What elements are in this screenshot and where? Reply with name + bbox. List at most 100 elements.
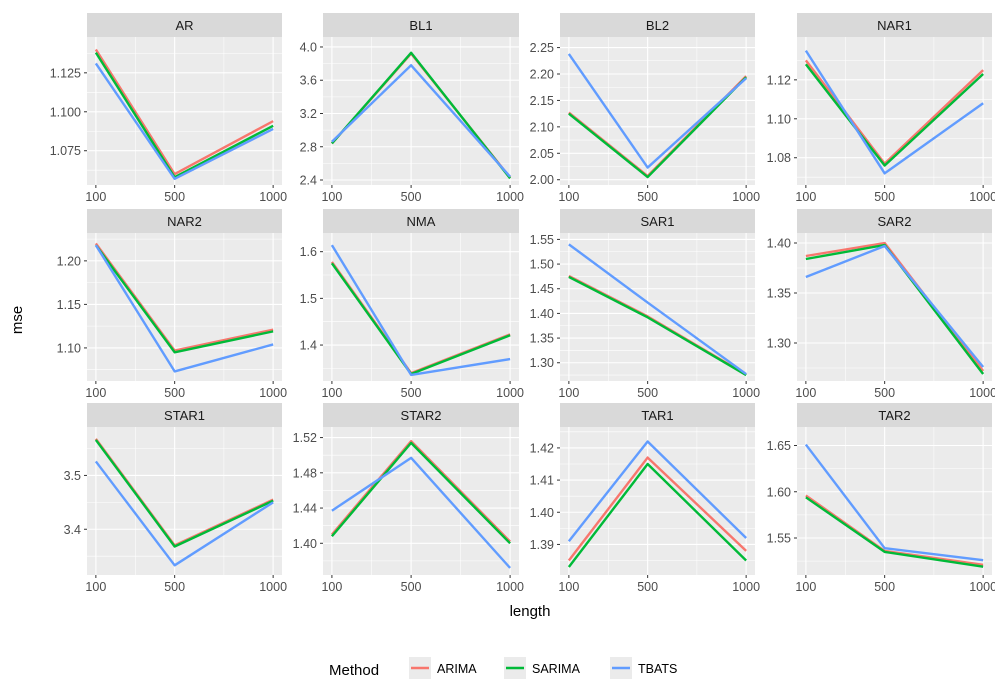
x-tick-label: 1000 <box>496 386 524 400</box>
x-tick-label: 1000 <box>259 580 287 594</box>
y-tick-label: 1.10 <box>57 341 81 355</box>
facet-strip-label: NAR2 <box>167 214 202 229</box>
panel-star2: STAR2 1.40 1.44 1.48 1.52 100 500 1000 <box>293 403 524 594</box>
panel-tar2: TAR2 1.55 1.60 1.65 100 500 1000 <box>767 403 995 594</box>
facet-strip <box>560 403 755 427</box>
facet-strip-label: BL2 <box>646 18 669 33</box>
y-tick-label: 1.10 <box>767 112 791 126</box>
panel-background <box>797 37 992 185</box>
series-line-tbats <box>94 62 274 180</box>
panel-background <box>323 233 519 381</box>
facet-strip <box>323 403 519 427</box>
x-tick-label: 500 <box>637 386 658 400</box>
y-tick-label: 1.60 <box>767 485 791 499</box>
facet-strip-label: STAR2 <box>401 408 442 423</box>
x-tick-label: 100 <box>558 386 579 400</box>
facet-strip-label: STAR1 <box>164 408 205 423</box>
x-tick-label: 1000 <box>732 580 760 594</box>
y-tick-label: 1.45 <box>530 282 554 296</box>
y-tick-label: 2.8 <box>300 140 317 154</box>
x-tick-label: 1000 <box>259 190 287 204</box>
series-line-sarima <box>805 496 984 568</box>
panel-background <box>323 37 519 185</box>
facet-strip <box>323 209 519 233</box>
x-tick-label: 100 <box>795 580 816 594</box>
facet-strip-label: BL1 <box>409 18 432 33</box>
y-tick-label: 1.30 <box>530 356 554 370</box>
panel-background <box>560 37 755 185</box>
y-tick-label: 1.55 <box>530 233 554 247</box>
panel-background <box>87 37 282 185</box>
legend-label-tbats: TBATS <box>638 662 677 676</box>
y-axis-title: mse <box>9 306 26 334</box>
panel-tar1: TAR1 1.39 1.40 1.41 1.42 100 500 1000 <box>530 403 760 594</box>
y-tick-label: 1.15 <box>57 298 81 312</box>
facet-strip-label: SAR2 <box>878 214 912 229</box>
series-line-tbats <box>94 460 274 567</box>
facet-strip <box>560 209 755 233</box>
series-line-tbats <box>567 440 747 542</box>
series-line-sarima <box>568 76 747 179</box>
panel-nma: NMA 1.4 1.5 1.6 100 500 1000 <box>300 209 524 400</box>
y-tick-label: 3.2 <box>300 107 317 121</box>
x-tick-label: 500 <box>637 580 658 594</box>
y-tick-label: 1.40 <box>293 537 317 551</box>
x-tick-label: 1000 <box>969 190 995 204</box>
y-tick-label: 1.075 <box>50 144 81 158</box>
facet-strip <box>797 403 992 427</box>
x-tick-label: 500 <box>401 580 422 594</box>
y-tick-label: 1.39 <box>530 538 554 552</box>
series-line-tbats <box>567 53 747 169</box>
panel-nar1: NAR1 1.08 1.10 1.12 100 500 1000 <box>767 13 995 204</box>
series-line-sarima <box>94 439 274 548</box>
y-tick-label: 1.41 <box>530 474 554 488</box>
x-tick-label: 1000 <box>969 580 995 594</box>
series-line-sarima <box>567 462 747 568</box>
y-tick-label: 2.15 <box>530 94 554 108</box>
y-tick-label: 1.4 <box>300 339 317 353</box>
y-tick-label: 1.55 <box>767 532 791 546</box>
y-tick-label: 1.6 <box>300 245 317 259</box>
y-tick-label: 1.65 <box>767 439 791 453</box>
legend-label-arima: ARIMA <box>437 662 477 676</box>
x-tick-label: 500 <box>874 580 895 594</box>
y-tick-label: 1.44 <box>293 502 317 516</box>
x-tick-label: 100 <box>321 190 342 204</box>
y-tick-label: 1.40 <box>767 237 791 251</box>
series-line-sarima <box>94 244 274 354</box>
facet-strip-label: AR <box>175 18 193 33</box>
x-tick-label: 1000 <box>969 386 995 400</box>
x-tick-label: 100 <box>85 580 106 594</box>
y-tick-label: 1.20 <box>57 254 81 268</box>
y-tick-label: 1.35 <box>767 287 791 301</box>
legend-items: ARIMA SARIMA TBATS <box>409 657 677 679</box>
legend: Method ARIMA SARIMA TBATS <box>329 657 677 679</box>
panel-sar2: SAR2 1.30 1.35 1.40 100 500 1000 <box>767 209 995 400</box>
x-tick-label: 100 <box>85 190 106 204</box>
y-tick-label: 1.48 <box>293 466 317 480</box>
x-tick-label: 100 <box>321 580 342 594</box>
x-tick-label: 1000 <box>732 386 760 400</box>
series-line-sarima <box>804 63 984 167</box>
x-tick-label: 500 <box>874 386 895 400</box>
series-line-tbats <box>804 443 984 562</box>
series-line-tbats <box>805 244 985 368</box>
facet-strip-label: SAR1 <box>641 214 675 229</box>
panel-background <box>87 427 282 575</box>
panel-bl2: BL2 2.00 2.05 2.10 2.15 2.20 2.25 100 500 1000 <box>530 13 760 204</box>
x-tick-label: 500 <box>637 190 658 204</box>
x-tick-label: 100 <box>321 386 342 400</box>
panel-ar: AR 1.075 1.100 1.125 100 500 1000 <box>50 13 287 204</box>
y-tick-label: 1.35 <box>530 332 554 346</box>
panel-background <box>323 427 519 575</box>
y-tick-label: 1.12 <box>767 73 791 87</box>
y-tick-label: 4.0 <box>300 40 317 54</box>
y-tick-label: 3.4 <box>64 523 81 537</box>
facet-strip-label: NAR1 <box>877 18 912 33</box>
series-line-tbats <box>94 244 274 373</box>
facet-strip-label: TAR1 <box>641 408 673 423</box>
legend-label-sarima: SARIMA <box>532 662 581 676</box>
series-line-arima <box>94 48 274 176</box>
y-tick-label: 1.40 <box>530 307 554 321</box>
